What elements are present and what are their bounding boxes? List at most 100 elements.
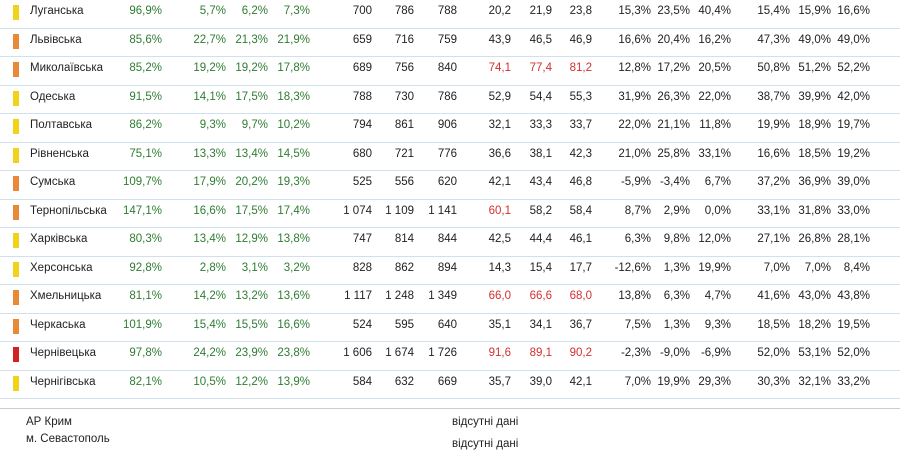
table-cell: 75,1% [129, 147, 162, 160]
region-color-marker [13, 318, 19, 334]
table-cell: 12,8% [618, 62, 651, 74]
region-name: Черкаська [30, 318, 86, 331]
table-cell: 840 [437, 62, 457, 74]
table-cell: 46,8 [569, 176, 592, 188]
table-row: Миколаївська 85,2% 19,2% 19,2% 17,8% 689 756 84… [0, 57, 900, 86]
table-cell: 15,3% [618, 5, 651, 17]
table-cell: 74,1 [488, 62, 511, 74]
table-cell: 19,9% [698, 261, 731, 274]
table-cell: 689 [352, 62, 372, 74]
table-cell: 23,9% [235, 347, 268, 359]
table-cell: 23,5% [657, 5, 690, 17]
table-cell: 16,6% [837, 5, 870, 17]
table-cell: 15,4% [193, 318, 226, 331]
table-cell: 814 [394, 233, 414, 245]
table-cell: 2,8% [199, 261, 226, 274]
table-cell: 3,1% [241, 261, 268, 274]
region-name: Миколаївська [30, 62, 104, 74]
table-cell: 28,1% [837, 233, 870, 245]
table-cell: 747 [352, 233, 372, 245]
region-name: Одеська [30, 90, 76, 103]
table-row: Херсонська 92,8% 2,8% 3,1% 3,2% 828 862 894 14,3… [0, 257, 900, 285]
region-name: Хмельницька [30, 290, 102, 302]
table-cell: 35,7 [488, 375, 511, 388]
table-cell: 862 [394, 261, 414, 274]
table-cell: 1 674 [385, 347, 414, 359]
table-cell: 640 [437, 318, 457, 331]
table-cell: 19,2% [193, 62, 226, 74]
table-cell: 620 [437, 176, 457, 188]
table-cell: 19,9% [757, 119, 790, 131]
table-cell: 595 [394, 318, 414, 331]
table-cell: 50,8% [757, 62, 790, 74]
region-name: Львівська [30, 33, 82, 46]
table-cell: 54,4 [529, 90, 552, 103]
table-cell: 15,5% [235, 318, 268, 331]
table-cell: 7,5% [624, 318, 651, 331]
table-cell: 1 248 [385, 290, 414, 302]
table-cell: 788 [437, 5, 457, 17]
table-cell: -3,4% [659, 176, 690, 188]
table-cell: 10,2% [277, 119, 310, 131]
table-cell: 33,2% [837, 375, 870, 388]
table-cell: 19,3% [277, 176, 310, 188]
footer-region-note: відсутні дані [452, 438, 519, 450]
table-cell: 1 117 [344, 290, 372, 302]
table-cell: 14,2% [193, 290, 226, 302]
region-color-marker [13, 290, 19, 305]
table-cell: 19,7% [837, 119, 870, 131]
table-cell: 18,3% [277, 90, 310, 103]
table-cell: 38,7% [757, 90, 790, 103]
table-cell: 26,3% [657, 90, 690, 103]
region-color-marker [13, 233, 19, 248]
table-cell: 81,1% [129, 290, 162, 302]
table-cell: 776 [437, 147, 457, 160]
table-cell: 556 [394, 176, 414, 188]
table-cell: 6,3% [663, 290, 690, 302]
table-cell: 77,4 [529, 62, 552, 74]
table-cell: 1 074 [343, 204, 372, 217]
table-cell: 730 [394, 90, 414, 103]
table-cell: 52,2% [837, 62, 870, 74]
table-cell: 18,2% [798, 318, 831, 331]
table-cell: 13,6% [277, 290, 310, 302]
table-cell: 34,1 [529, 318, 552, 331]
table-cell: 7,0% [804, 261, 831, 274]
table-cell: 43,8% [837, 290, 870, 302]
table-row: Одеська 91,5% 14,1% 17,5% 18,3% 788 730 786 52,9… [0, 86, 900, 114]
table-cell: 9,8% [663, 233, 690, 245]
table-cell: 1 606 [343, 347, 372, 359]
table-cell: 51,2% [798, 62, 831, 74]
table-cell: 33,7 [569, 119, 592, 131]
table-cell: 721 [394, 147, 414, 160]
region-color-marker [13, 90, 19, 106]
table-cell: 47,3% [757, 33, 790, 46]
table-cell: 58,4 [569, 204, 592, 217]
table-cell: 91,5% [129, 90, 162, 103]
table-cell: 894 [437, 261, 457, 274]
table-cell: 13,9% [277, 375, 310, 388]
table-cell: 49,0% [798, 33, 831, 46]
table-cell: 80,3% [129, 233, 162, 245]
table-cell: 21,3% [235, 33, 268, 46]
table-cell: 21,9% [277, 33, 310, 46]
table-cell: 86,2% [129, 119, 162, 131]
table-cell: 12,0% [698, 233, 731, 245]
table-cell: 17,7 [569, 261, 592, 274]
table-cell: 90,2 [569, 347, 592, 359]
table-row: Сумська 109,7% 17,9% 20,2% 19,3% 525 556 620 42,… [0, 171, 900, 200]
table-cell: 42,3 [569, 147, 592, 160]
table-cell: 9,7% [241, 119, 268, 131]
table-row: Харківська 80,3% 13,4% 12,9% 13,8% 747 814 844 4… [0, 228, 900, 257]
footer-region-name: АР Крим [26, 416, 72, 428]
table-cell: 91,6 [488, 347, 511, 359]
table-cell: 109,7% [122, 176, 162, 188]
table-row: Чернівецька 97,8% 24,2% 23,9% 23,8% 1 606 1 67… [0, 342, 900, 371]
table-cell: 15,9% [798, 5, 831, 17]
table-cell: 20,4% [657, 33, 690, 46]
table-cell: 9,3% [199, 119, 226, 131]
region-color-marker [13, 347, 19, 362]
table-cell: 16,6% [757, 147, 790, 160]
table-cell: 60,1 [488, 204, 511, 217]
region-name: Чернівецька [30, 347, 96, 359]
